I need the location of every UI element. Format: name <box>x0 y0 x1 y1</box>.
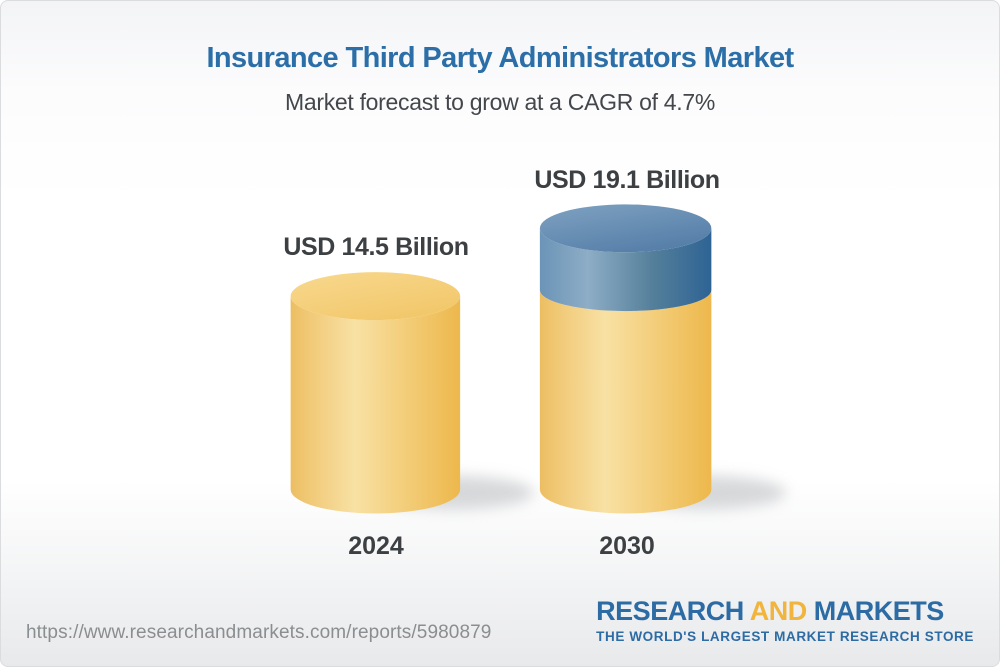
value-label-2024: USD 14.5 Billion <box>283 233 469 261</box>
cylinder-2030-base-segment <box>539 290 712 514</box>
value-label-2030: USD 19.1 Billion <box>534 166 720 194</box>
axis-label-2030: 2030 <box>599 532 655 560</box>
page-title: Insurance Third Party Administrators Mar… <box>206 42 794 74</box>
logo-tagline: THE WORLD'S LARGEST MARKET RESEARCH STOR… <box>596 628 974 644</box>
page-subtitle: Market forecast to grow at a CAGR of 4.7… <box>285 89 715 115</box>
logo-word-and: AND <box>749 596 808 626</box>
axis-label-2024: 2024 <box>348 532 404 560</box>
cylinder-2030 <box>539 204 712 514</box>
logo-word-research: RESEARCH <box>596 596 750 626</box>
logo-word-markets: MARKETS <box>806 596 945 626</box>
logo-wordmark: RESEARCH AND MARKETS <box>596 596 974 627</box>
cylinder-2030-growth-segment <box>539 228 712 312</box>
report-url: https://www.researchandmarkets.com/repor… <box>26 622 492 643</box>
cylinder-2024 <box>290 272 461 514</box>
research-and-markets-logo: RESEARCH AND MARKETS THE WORLD'S LARGEST… <box>596 596 974 644</box>
